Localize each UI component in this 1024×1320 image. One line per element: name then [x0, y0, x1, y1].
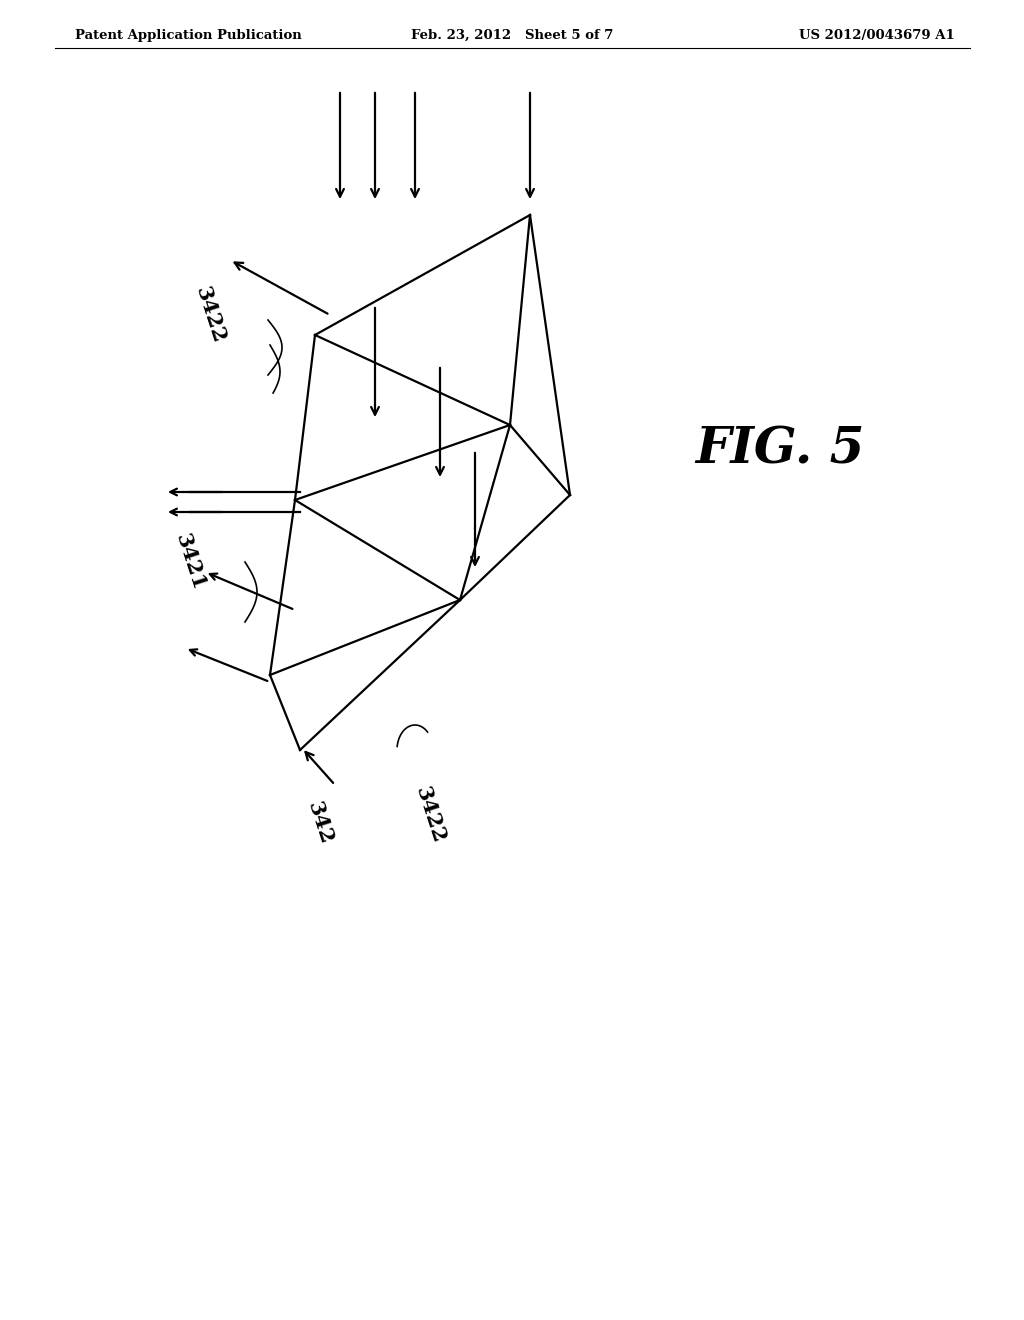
Text: 3421: 3421	[171, 531, 209, 593]
Text: US 2012/0043679 A1: US 2012/0043679 A1	[800, 29, 955, 41]
Text: Patent Application Publication: Patent Application Publication	[75, 29, 302, 41]
Text: 3422: 3422	[412, 784, 449, 846]
Text: 342: 342	[304, 799, 336, 847]
Text: Feb. 23, 2012   Sheet 5 of 7: Feb. 23, 2012 Sheet 5 of 7	[411, 29, 613, 41]
Text: 3422: 3422	[191, 284, 228, 346]
Text: FIG. 5: FIG. 5	[695, 425, 864, 474]
